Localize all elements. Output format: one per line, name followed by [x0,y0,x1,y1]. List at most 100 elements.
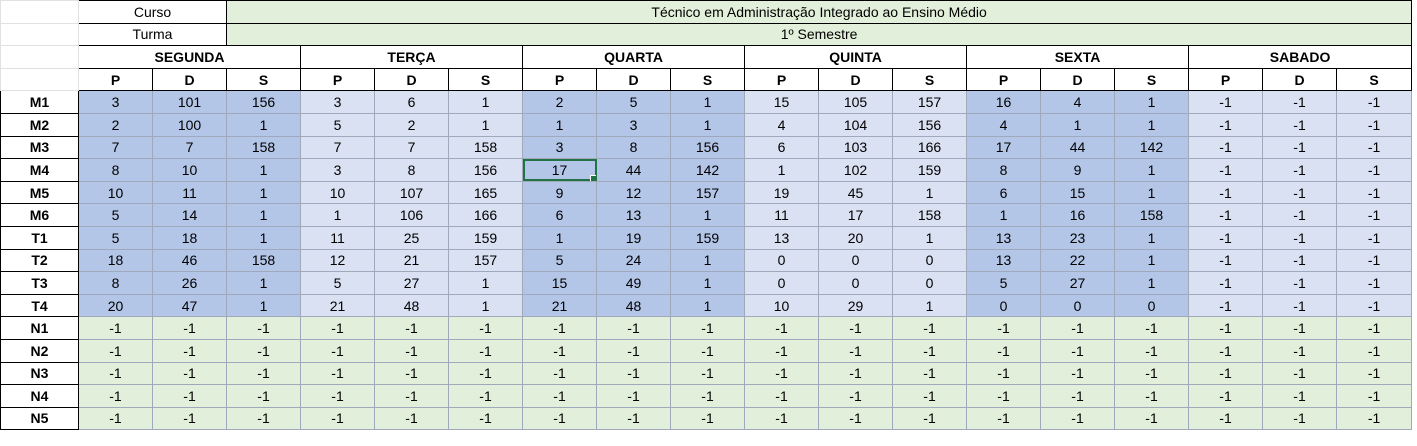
table-cell[interactable]: -1 [1262,271,1338,295]
table-cell[interactable]: 8 [374,158,450,182]
table-cell[interactable]: 1 [744,158,820,182]
table-cell[interactable]: 1 [226,203,302,227]
table-cell[interactable]: 157 [670,180,746,205]
table-cell[interactable]: 18 [151,225,228,250]
table-cell[interactable]: 2 [374,112,450,137]
table-cell[interactable]: -1 [226,316,302,340]
table-cell[interactable]: -1 [300,316,376,340]
sub-header-p[interactable]: P [744,67,820,92]
table-cell[interactable]: 13 [744,225,820,250]
table-cell[interactable]: 1 [1114,271,1190,295]
table-cell[interactable]: -1 [1188,361,1264,386]
table-cell[interactable]: 106 [374,203,450,227]
table-cell[interactable]: -1 [670,406,746,431]
table-cell[interactable]: -1 [300,361,376,386]
table-cell[interactable]: -1 [1336,316,1413,340]
table-cell[interactable]: 21 [374,248,450,273]
table-cell[interactable]: 1 [966,203,1042,227]
table-cell[interactable]: -1 [744,384,820,408]
table-cell[interactable]: 5 [300,271,376,295]
table-cell[interactable]: 12 [300,248,376,273]
table-cell[interactable]: 107 [374,180,450,205]
table-cell[interactable]: -1 [892,338,968,363]
table-cell[interactable]: -1 [1188,112,1264,137]
table-cell[interactable]: 6 [522,203,598,227]
table-cell[interactable]: -1 [966,316,1042,340]
table-cell[interactable]: -1 [374,316,450,340]
table-cell[interactable]: -1 [1336,338,1413,363]
table-cell[interactable]: 7 [78,135,153,160]
table-cell[interactable]: 1 [522,112,598,137]
table-cell[interactable]: 22 [1040,248,1116,273]
table-cell[interactable]: 11 [744,203,820,227]
table-cell[interactable]: 4 [1040,90,1116,114]
table-cell[interactable]: 1 [670,90,746,114]
table-cell[interactable]: 10 [300,180,376,205]
table-cell[interactable]: 159 [448,225,524,250]
table-cell[interactable]: -1 [892,384,968,408]
blank-cell[interactable] [0,45,79,69]
table-cell[interactable]: -1 [448,338,524,363]
table-cell[interactable]: 158 [892,203,968,227]
table-cell[interactable]: 1 [670,112,746,137]
table-cell[interactable]: 29 [818,293,894,318]
table-cell[interactable]: 5 [78,225,153,250]
row-label[interactable]: M3 [0,135,79,160]
table-cell[interactable]: 9 [1040,158,1116,182]
table-cell[interactable]: -1 [1040,338,1116,363]
table-cell[interactable]: -1 [1336,271,1413,295]
sub-header-d[interactable]: D [151,67,228,92]
table-cell[interactable]: -1 [1188,90,1264,114]
table-cell[interactable]: 1 [670,248,746,273]
turma-value-cell[interactable]: 1º Semestre [226,22,1413,47]
table-cell[interactable]: 1 [448,293,524,318]
selected-cell[interactable]: 17 [522,158,598,182]
table-cell[interactable]: -1 [744,316,820,340]
table-cell[interactable]: -1 [78,406,153,431]
table-cell[interactable]: 48 [596,293,672,318]
table-cell[interactable]: 156 [670,135,746,160]
table-cell[interactable]: -1 [522,316,598,340]
table-cell[interactable]: 5 [300,112,376,137]
row-label[interactable]: N3 [0,361,79,386]
table-cell[interactable]: 0 [818,248,894,273]
table-cell[interactable]: 23 [1040,225,1116,250]
table-cell[interactable]: 1 [1114,112,1190,137]
table-cell[interactable]: -1 [374,338,450,363]
sub-header-p[interactable]: P [78,67,153,92]
table-cell[interactable]: -1 [818,361,894,386]
row-label[interactable]: T4 [0,293,79,318]
table-cell[interactable]: -1 [78,338,153,363]
table-cell[interactable]: -1 [522,338,598,363]
table-cell[interactable]: -1 [151,338,228,363]
table-cell[interactable]: 44 [1040,135,1116,160]
table-cell[interactable]: -1 [1114,338,1190,363]
table-cell[interactable]: -1 [1336,406,1413,431]
table-cell[interactable]: 2 [522,90,598,114]
table-cell[interactable]: 20 [78,293,153,318]
table-cell[interactable]: -1 [1336,158,1413,182]
table-cell[interactable]: -1 [1262,225,1338,250]
table-cell[interactable]: -1 [818,384,894,408]
table-cell[interactable]: -1 [1188,271,1264,295]
table-cell[interactable]: 44 [596,158,672,182]
row-label[interactable]: N5 [0,406,79,431]
table-cell[interactable]: 3 [300,158,376,182]
table-cell[interactable]: 1 [1114,248,1190,273]
table-cell[interactable]: 0 [744,271,820,295]
row-label[interactable]: N2 [0,338,79,363]
table-cell[interactable]: -1 [1336,90,1413,114]
row-label[interactable]: M6 [0,203,79,227]
blank-cell[interactable] [0,0,79,24]
table-cell[interactable]: 1 [300,203,376,227]
table-cell[interactable]: 0 [1040,293,1116,318]
table-cell[interactable]: 166 [892,135,968,160]
table-cell[interactable]: -1 [374,384,450,408]
table-cell[interactable]: 45 [818,180,894,205]
table-cell[interactable]: 3 [300,90,376,114]
table-cell[interactable]: 1 [448,271,524,295]
table-cell[interactable]: 0 [744,248,820,273]
table-cell[interactable]: -1 [1188,293,1264,318]
table-cell[interactable]: -1 [78,384,153,408]
table-cell[interactable]: -1 [1336,203,1413,227]
